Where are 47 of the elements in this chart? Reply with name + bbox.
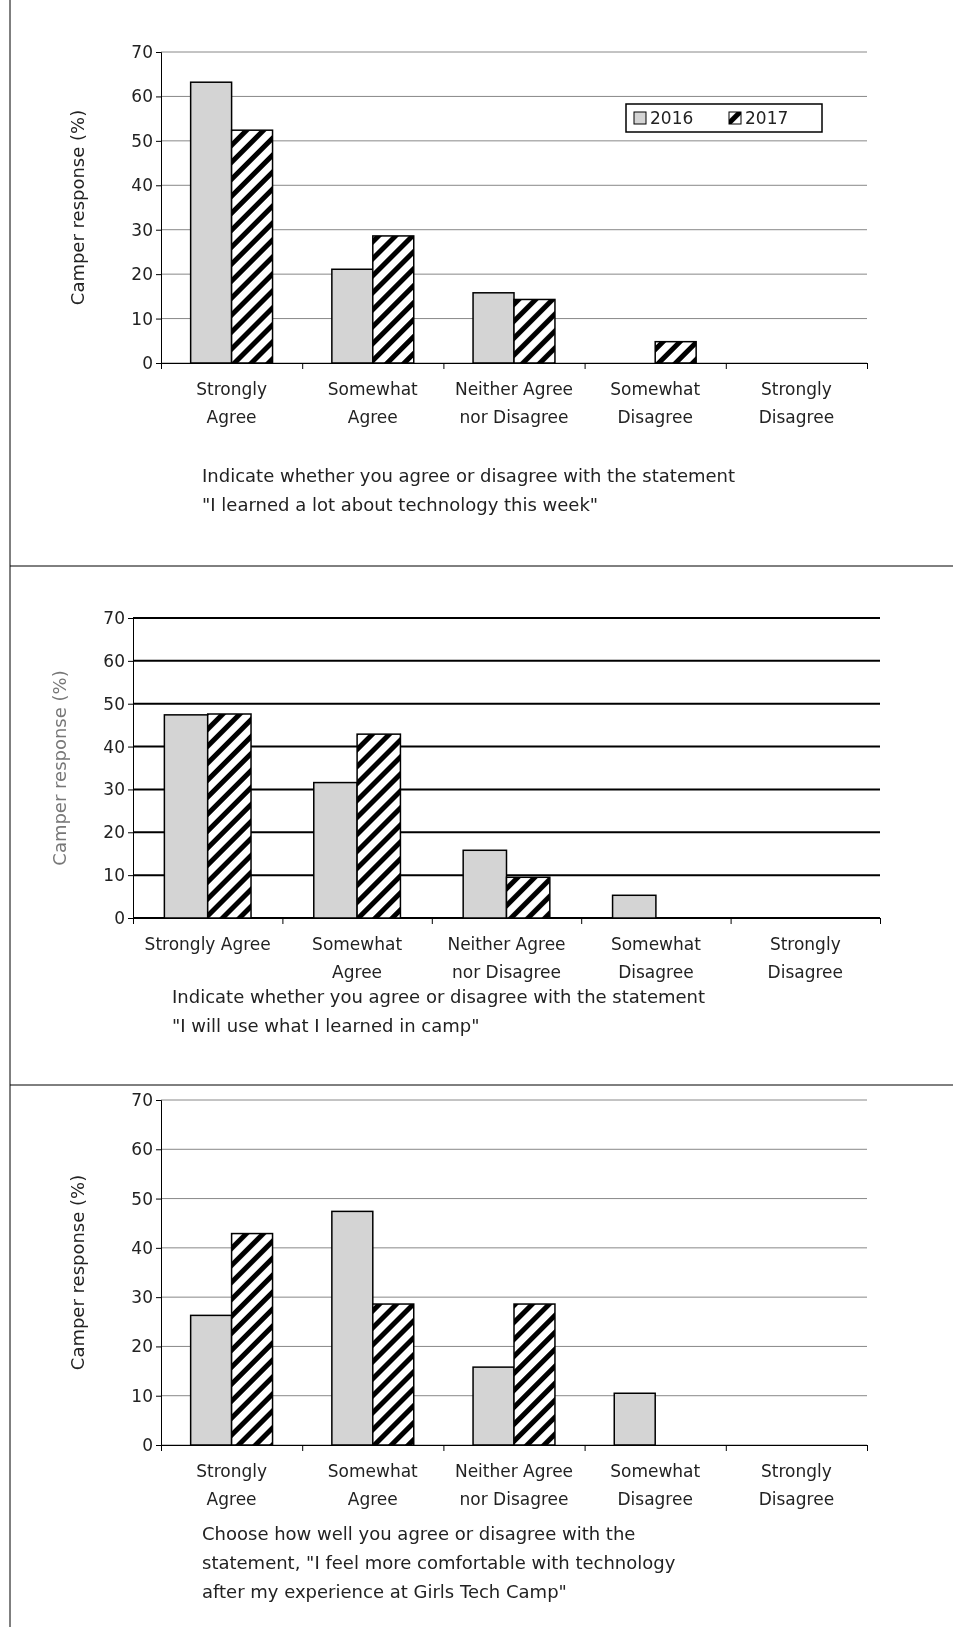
y-tick-label: 30	[103, 779, 125, 800]
y-tick-label: 50	[131, 130, 153, 151]
x-tick-label: Neither Agree nor Disagree	[454, 1461, 574, 1509]
y-tick-label: 70	[103, 607, 125, 628]
y-tick-label: 50	[131, 1188, 153, 1209]
y-tick-label: 60	[103, 650, 125, 671]
x-axis-title: Choose how well you agree or disagree with the statement, "I feel more comfortable with technology after my experience at Girls Tech Camp"	[202, 1523, 676, 1602]
y-tick-label: 40	[103, 736, 125, 757]
x-tick-label: Somewhat Agree	[312, 934, 403, 982]
y-tick-label: 0	[114, 907, 125, 928]
x-tick-label: Somewhat Agree	[327, 379, 419, 427]
x-tick-label: Strongly Disagree	[767, 934, 844, 982]
x-axis-title: Indicate whether you agree or disagree with the statement "I will use what I learned in camp"	[172, 986, 706, 1036]
y-tick-label: 0	[142, 352, 153, 373]
y-tick-label: 10	[131, 308, 153, 329]
y-tick-label: 10	[103, 865, 125, 886]
y-tick-label: 10	[131, 1385, 153, 1406]
x-tick-label: Somewhat Disagree	[610, 379, 701, 427]
x-tick-label: Strongly Agree	[196, 379, 268, 427]
x-tick-label: Somewhat Agree	[327, 1461, 419, 1509]
y-tick-label: 50	[103, 693, 125, 714]
y-tick-label: 30	[131, 219, 153, 240]
x-tick-label: Strongly Agree	[144, 934, 271, 954]
y-tick-label: 40	[131, 175, 153, 196]
x-tick-label: Neither Agree nor Disagree	[454, 379, 574, 427]
y-tick-label: 60	[131, 1139, 153, 1160]
y-tick-label: 20	[131, 1336, 153, 1357]
x-tick-label: Strongly Agree	[196, 1461, 268, 1509]
y-axis-title: Camper response (%)	[67, 1174, 88, 1371]
y-axis-title: Camper response (%)	[67, 109, 88, 306]
legend-label: 2016	[650, 108, 694, 128]
x-tick-label: Somewhat Disagree	[610, 1461, 701, 1509]
x-axis-title: Indicate whether you agree or disagree with the statement "I learned a lot about technology this week"	[202, 465, 736, 515]
y-tick-label: 40	[131, 1237, 153, 1258]
x-tick-label: Neither Agree nor Disagree	[447, 934, 566, 982]
y-tick-label: 0	[142, 1434, 153, 1455]
y-tick-label: 20	[103, 822, 125, 843]
y-tick-label: 60	[131, 86, 153, 107]
y-tick-label: 70	[131, 41, 153, 62]
y-axis-title: Camper response (%)	[49, 670, 70, 866]
x-tick-label: Strongly Disagree	[758, 1461, 835, 1509]
legend-label: 2017	[745, 108, 789, 128]
x-tick-label: Strongly Disagree	[758, 379, 835, 427]
y-tick-label: 70	[131, 1089, 153, 1110]
y-tick-label: 20	[131, 264, 153, 285]
y-tick-label: 30	[131, 1287, 153, 1308]
x-tick-label: Somewhat Disagree	[610, 934, 702, 982]
